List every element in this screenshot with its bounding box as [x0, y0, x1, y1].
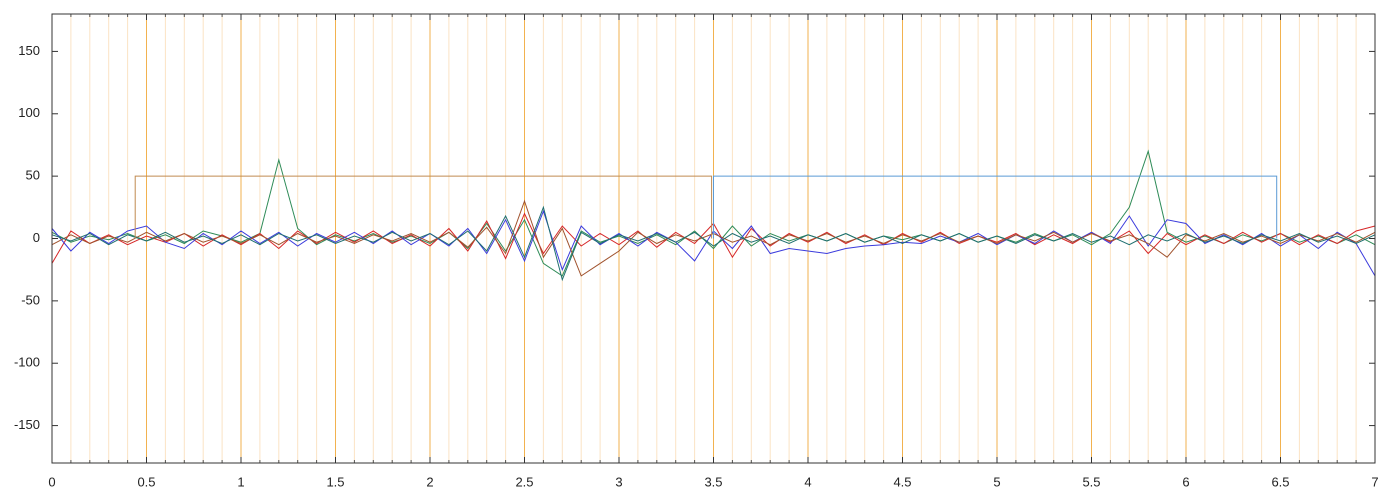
x-tick-label: 5 — [993, 474, 1000, 489]
x-tick-label: 5.5 — [1082, 474, 1100, 489]
y-tick-label: -150 — [14, 417, 40, 432]
x-tick-label: 1 — [237, 474, 244, 489]
x-tick-label: 6.5 — [1271, 474, 1289, 489]
x-tick-label: 6 — [1182, 474, 1189, 489]
x-tick-label: 2 — [426, 474, 433, 489]
x-tick-label: 3 — [615, 474, 622, 489]
x-tick-label: 2.5 — [515, 474, 533, 489]
x-tick-label: 0 — [48, 474, 55, 489]
y-tick-label: 150 — [18, 43, 40, 58]
x-tick-label: 3.5 — [704, 474, 722, 489]
y-tick-label: 50 — [26, 168, 40, 183]
x-tick-label: 1.5 — [326, 474, 344, 489]
y-tick-label: -100 — [14, 355, 40, 370]
x-tick-label: 0.5 — [137, 474, 155, 489]
x-tick-label: 7 — [1371, 474, 1378, 489]
y-tick-label: 100 — [18, 105, 40, 120]
series-line — [134, 175, 713, 239]
x-tick-label: 4.5 — [893, 474, 911, 489]
y-tick-label: 0 — [33, 230, 40, 245]
series-line — [713, 175, 1278, 239]
plot-frame — [51, 13, 1376, 464]
y-tick-label: -50 — [21, 292, 40, 307]
series-line — [51, 205, 1376, 282]
x-tick-label: 4 — [804, 474, 811, 489]
series-line — [51, 149, 1376, 277]
